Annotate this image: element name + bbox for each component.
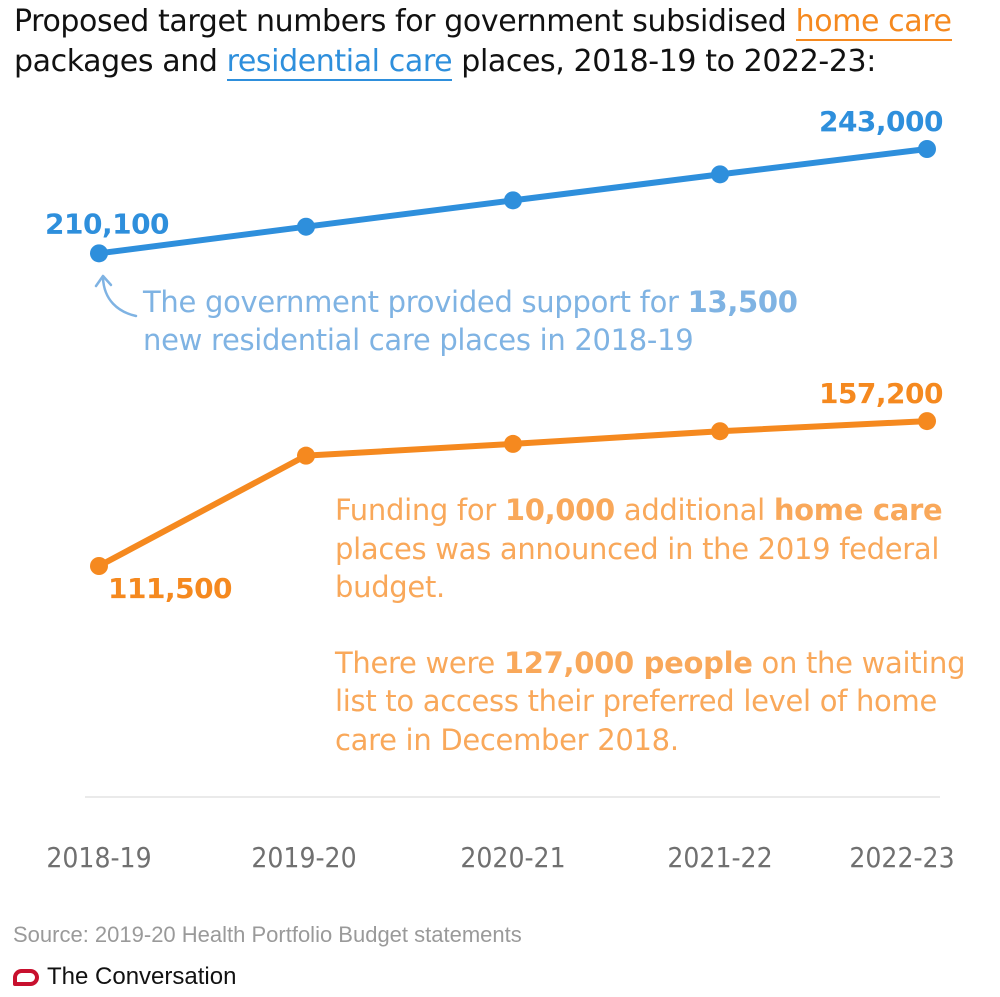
residential-annotation-arrow: [101, 276, 138, 318]
home-point-2019-20: [297, 446, 315, 465]
chart-title: Proposed target numbers for government s…: [14, 4, 952, 81]
home-data-label-2018-19: 111,500: [108, 572, 232, 605]
home-point-2021-22: [711, 422, 729, 441]
the-conversation-logo-icon: [13, 968, 39, 986]
data-labels: 210,100 243,000 111,500 157,200: [45, 105, 944, 605]
residential-point-2018-19: [90, 244, 108, 263]
residential-annotation: The government provided support for 13,5…: [142, 285, 807, 357]
x-tick-label-2019-20: 2019-20: [251, 841, 356, 874]
brand: The Conversation: [13, 962, 236, 992]
residential-data-label-2018-19: 210,100: [45, 207, 169, 240]
x-axis-tick-labels: 2018-19 2019-20 2020-21 2021-22 2022-23: [46, 841, 954, 874]
x-tick-label-2022-23: 2022-23: [849, 841, 954, 874]
brand-name: The Conversation: [47, 963, 237, 990]
home-annotation-paragraph-1: Funding for 10,000 additional home care …: [335, 493, 951, 604]
series-points: [90, 140, 936, 575]
title-home-care-highlight: home care: [795, 4, 952, 41]
x-tick-label-2018-19: 2018-19: [46, 841, 151, 874]
home-point-2018-19: [90, 557, 108, 575]
residential-point-2020-21: [504, 191, 522, 210]
home-point-2020-21: [504, 434, 522, 453]
residential-point-2019-20: [297, 217, 315, 236]
x-tick-label-2021-22: 2021-22: [667, 841, 772, 874]
residential-point-2021-22: [711, 165, 729, 184]
home-annotation-paragraph-2: There were 127,000 people on the waiting…: [334, 646, 974, 757]
residential-data-label-2022-23: 243,000: [819, 105, 943, 138]
home-point-2022-23: [918, 412, 936, 431]
x-tick-label-2020-21: 2020-21: [460, 841, 565, 874]
residential-annotation-arrowhead: [94, 274, 113, 288]
title-residential-care-highlight: residential care: [226, 44, 453, 81]
residential-point-2022-23: [918, 140, 936, 158]
home-data-label-2022-23: 157,200: [819, 377, 943, 410]
source-note: Source: 2019-20 Health Portfolio Budget …: [13, 922, 522, 947]
